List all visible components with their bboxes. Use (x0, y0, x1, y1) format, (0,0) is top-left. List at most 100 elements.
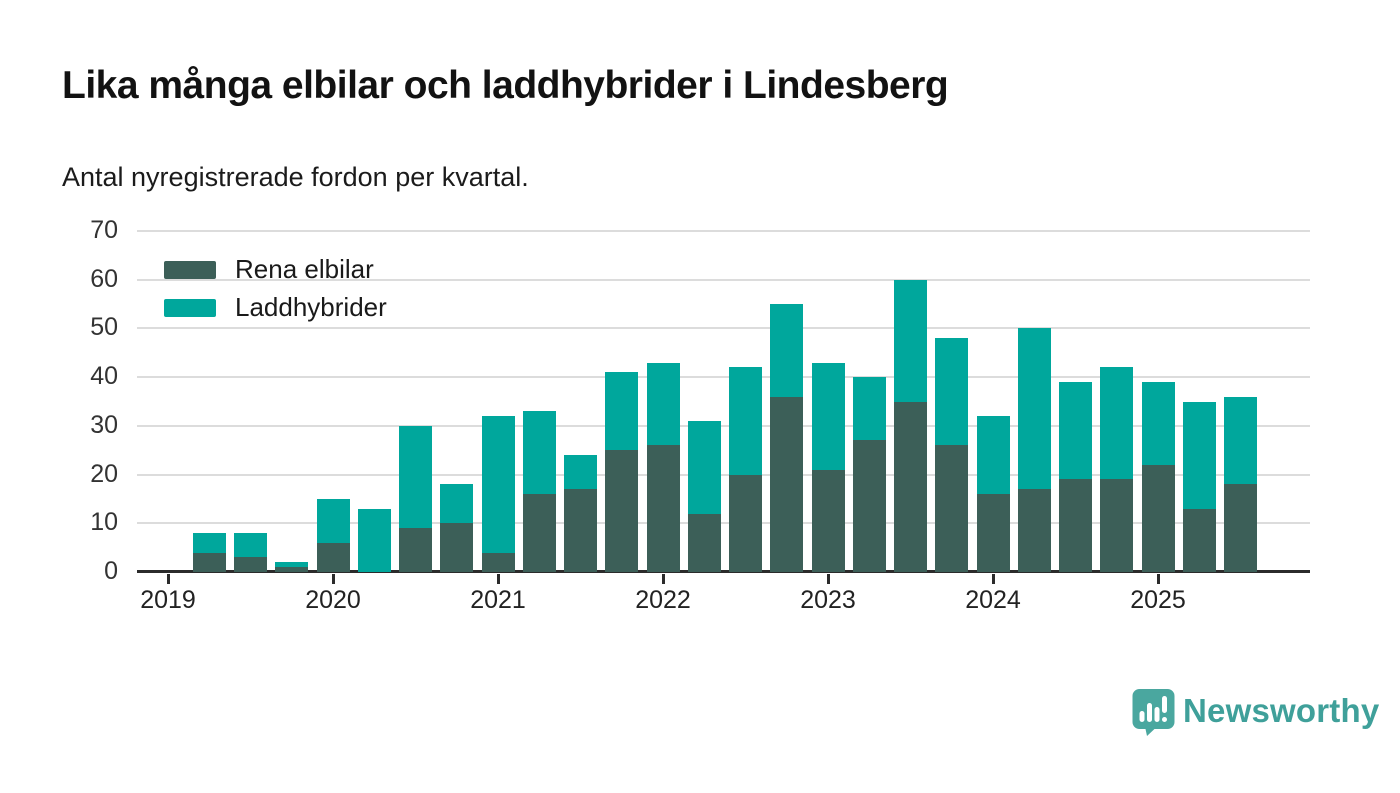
bar-2020-q1 (316, 231, 350, 572)
x-tick-label-2024: 2024 (965, 586, 1021, 614)
bar-2021-q2 (522, 231, 556, 572)
bar-2022-q3 (729, 231, 762, 572)
bar-segment-laddhybrider (357, 508, 391, 572)
bar-segment-laddhybrider (1017, 328, 1051, 490)
bar-segment-rena-elbilar (976, 494, 1010, 572)
bar-segment-rena-elbilar (192, 552, 226, 572)
gridline-y70 (137, 230, 1310, 232)
bar-2020-q3 (399, 231, 432, 572)
bar-2021-q3 (564, 231, 597, 572)
bar-segment-laddhybrider (894, 279, 927, 402)
x-tick-2025 (1156, 574, 1160, 584)
gridline-y60 (137, 278, 1310, 281)
x-tick-2020 (331, 574, 335, 584)
bar-segment-laddhybrider (976, 416, 1010, 495)
bar-segment-laddhybrider (811, 362, 845, 470)
bar-segment-rena-elbilar (399, 528, 432, 572)
chart-title: Lika många elbilar och laddhybrider i Li… (62, 64, 949, 107)
legend-label-laddhybrider: Laddhybrider (235, 292, 387, 322)
x-axis: 2019 2020 2021 2022 2023 2024 2025 (137, 572, 1310, 632)
gridline-y30 (137, 424, 1310, 427)
bar-2022-q2 (687, 231, 721, 572)
bar-segment-rena-elbilar (811, 469, 845, 572)
bar-2022-q1 (646, 231, 680, 572)
bar-2023-q4 (935, 231, 969, 572)
bar-segment-rena-elbilar (646, 445, 680, 572)
bar-2022-q4 (770, 231, 804, 572)
bar-segment-laddhybrider (646, 362, 680, 446)
x-tick-2022 (661, 574, 665, 584)
bar-segment-rena-elbilar (770, 396, 804, 572)
bar-segment-rena-elbilar (729, 474, 762, 572)
bar-2019-q3 (234, 231, 267, 572)
bar-segment-laddhybrider (234, 533, 267, 558)
bar-2019-q4 (275, 231, 309, 572)
plot-area: Rena elbilar Laddhybrider (137, 230, 1310, 573)
bar-segment-rena-elbilar (1224, 484, 1257, 572)
bar-2023-q2 (852, 231, 886, 572)
bar-segment-laddhybrider (399, 425, 432, 529)
bar-segment-laddhybrider (481, 416, 515, 553)
bar-segment-rena-elbilar (564, 489, 597, 572)
bar-2021-q4 (605, 231, 639, 572)
legend-label-rena-elbilar: Rena elbilar (235, 254, 374, 284)
y-tick-label-30: 30 (90, 410, 118, 439)
y-tick-label-20: 20 (90, 459, 118, 488)
bar-2025-q2 (1182, 231, 1216, 572)
legend-item-laddhybrider: Laddhybrider (164, 294, 387, 321)
bar-segment-laddhybrider (605, 372, 639, 451)
bar-segment-rena-elbilar (234, 557, 267, 572)
y-tick-label-50: 50 (90, 313, 118, 342)
bar-2024-q4 (1100, 231, 1134, 572)
bar-segment-laddhybrider (1141, 382, 1175, 465)
y-tick-label-0: 0 (104, 557, 118, 585)
bar-segment-rena-elbilar (935, 445, 969, 572)
gridline-y50 (137, 327, 1310, 330)
bar-segment-rena-elbilar (605, 450, 639, 572)
bar-segment-rena-elbilar (1182, 508, 1216, 572)
bar-segment-rena-elbilar (275, 567, 309, 572)
y-tick-label-60: 60 (90, 264, 118, 293)
bar-segment-rena-elbilar (481, 552, 515, 572)
x-tick-label-2020: 2020 (305, 586, 361, 614)
bar-2020-q2 (357, 231, 391, 572)
x-tick-label-2023: 2023 (800, 586, 856, 614)
chart-subtitle: Antal nyregistrerade fordon per kvartal. (62, 162, 529, 192)
x-tick-label-2021: 2021 (470, 586, 526, 614)
bar-segment-laddhybrider (687, 421, 721, 514)
bar-segment-laddhybrider (316, 498, 350, 543)
bar-segment-laddhybrider (770, 304, 804, 397)
gridline-y10 (137, 522, 1310, 525)
gridline-y40 (137, 376, 1310, 379)
x-tick-2021 (496, 574, 500, 584)
legend: Rena elbilar Laddhybrider (164, 256, 387, 332)
bar-2025-q3 (1224, 231, 1257, 572)
y-tick-label-70: 70 (90, 216, 118, 244)
x-tick-2019 (166, 574, 170, 584)
bar-segment-laddhybrider (564, 455, 597, 490)
brand-name: Newsworthy (1183, 692, 1380, 729)
bar-segment-laddhybrider (729, 367, 762, 475)
x-tick-label-2025: 2025 (1130, 586, 1186, 614)
bar-2020-q4 (440, 231, 474, 572)
y-axis-labels: 0 10 20 30 40 50 60 70 (0, 218, 118, 584)
bar-segment-laddhybrider (1182, 401, 1216, 509)
bar-segment-rena-elbilar (894, 401, 927, 572)
gridline-y20 (137, 473, 1310, 476)
x-tick-2023 (826, 574, 830, 584)
x-tick-2024 (991, 574, 995, 584)
bar-segment-laddhybrider (852, 377, 886, 441)
bar-segment-laddhybrider (935, 338, 969, 446)
bar-segment-rena-elbilar (1141, 464, 1175, 572)
x-tick-label-2022: 2022 (635, 586, 691, 614)
legend-swatch-laddhybrider (164, 298, 216, 317)
bar-segment-rena-elbilar (522, 494, 556, 572)
bar-segment-laddhybrider (522, 411, 556, 495)
legend-item-rena-elbilar: Rena elbilar (164, 256, 387, 283)
bar-segment-rena-elbilar (316, 542, 350, 572)
bar-2021-q1 (481, 231, 515, 572)
bar-segment-laddhybrider (275, 562, 309, 568)
bar-2023-q1 (811, 231, 845, 572)
bar-segment-rena-elbilar (852, 440, 886, 572)
